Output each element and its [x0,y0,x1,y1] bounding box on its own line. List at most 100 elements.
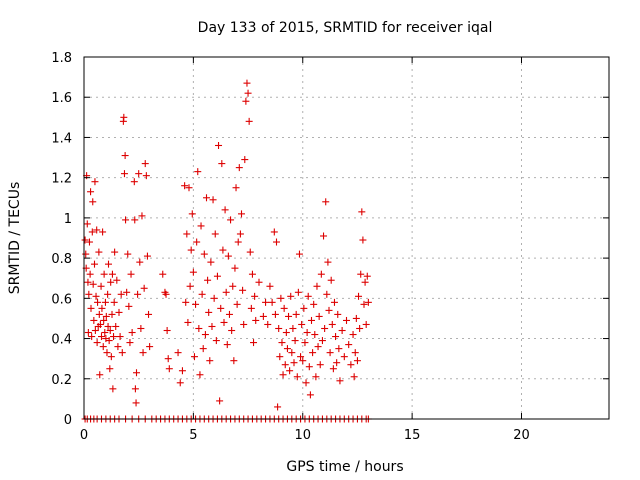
data-point [185,184,193,192]
data-point [251,292,259,300]
data-point [285,312,293,320]
data-point [106,327,114,335]
data-point [277,294,285,302]
data-point [88,333,96,341]
data-point [276,353,284,361]
data-point [115,308,123,316]
data-point [126,339,134,347]
data-point [89,280,97,288]
data-point [105,260,112,268]
data-points [81,79,372,423]
data-point [96,320,104,328]
data-point [98,333,105,341]
data-point [324,258,332,266]
data-point [220,318,228,326]
data-point [209,196,217,204]
data-point [323,290,331,298]
data-point [345,341,353,349]
data-point [325,306,333,314]
data-point [104,290,112,298]
data-point [143,252,151,260]
data-point [313,282,321,290]
data-point [318,337,326,345]
data-point [207,258,215,266]
data-point [239,286,247,294]
data-point [86,270,94,278]
data-point [327,276,335,284]
data-point [84,329,92,337]
data-point [301,339,309,347]
data-point [194,168,202,176]
data-point [130,178,138,186]
data-point [235,164,243,172]
data-point [252,316,260,324]
data-point [287,292,295,300]
data-point [299,357,307,365]
data-point [181,182,189,190]
data-point [240,320,248,328]
data-point [145,310,153,318]
y-tick-label: 1.8 [51,51,72,66]
data-point [234,238,242,246]
data-point [90,316,98,324]
data-point [93,339,101,347]
data-point [335,345,343,353]
y-tick-label: 1.4 [51,131,72,146]
data-point [83,220,91,228]
data-point [108,270,116,278]
data-point [92,292,100,300]
data-point [359,236,367,244]
data-point [123,288,131,296]
data-point [304,292,312,300]
data-point [106,365,114,373]
data-point [232,184,240,192]
data-point [246,248,254,256]
data-point [127,270,135,278]
data-point [131,385,139,393]
data-point [205,308,213,316]
data-point [215,141,223,149]
data-point [294,288,302,296]
data-point [208,322,216,330]
data-point [356,325,364,332]
x-tick-label: 10 [294,428,311,443]
data-point [355,292,363,300]
data-point [216,397,224,405]
data-point [322,198,330,206]
data-point [142,172,150,180]
data-point [225,310,233,318]
data-point [317,270,325,278]
data-point [343,316,350,324]
data-point [290,359,298,367]
data-point [124,250,132,258]
data-point [140,284,148,292]
data-point [120,113,128,121]
data-point [243,79,251,87]
data-point [282,329,290,337]
data-point [351,349,359,357]
data-point [300,304,308,312]
x-tick-label: 15 [404,428,421,443]
data-point [271,310,279,318]
data-point [306,391,314,399]
data-point [224,252,232,260]
data-point [236,230,244,238]
data-point [278,339,286,347]
data-point [87,304,95,312]
data-point [132,399,140,407]
data-point [286,367,294,375]
data-point [268,298,276,306]
data-point [255,278,263,286]
data-point [363,272,371,280]
data-point [338,327,346,335]
data-point [133,369,140,377]
data-point [349,331,357,339]
data-point [353,357,361,365]
data-point [136,258,144,266]
data-point [288,349,296,357]
data-point [230,357,238,365]
data-point [91,260,98,268]
data-point [275,325,283,332]
data-point [87,188,95,196]
data-point [210,294,218,302]
